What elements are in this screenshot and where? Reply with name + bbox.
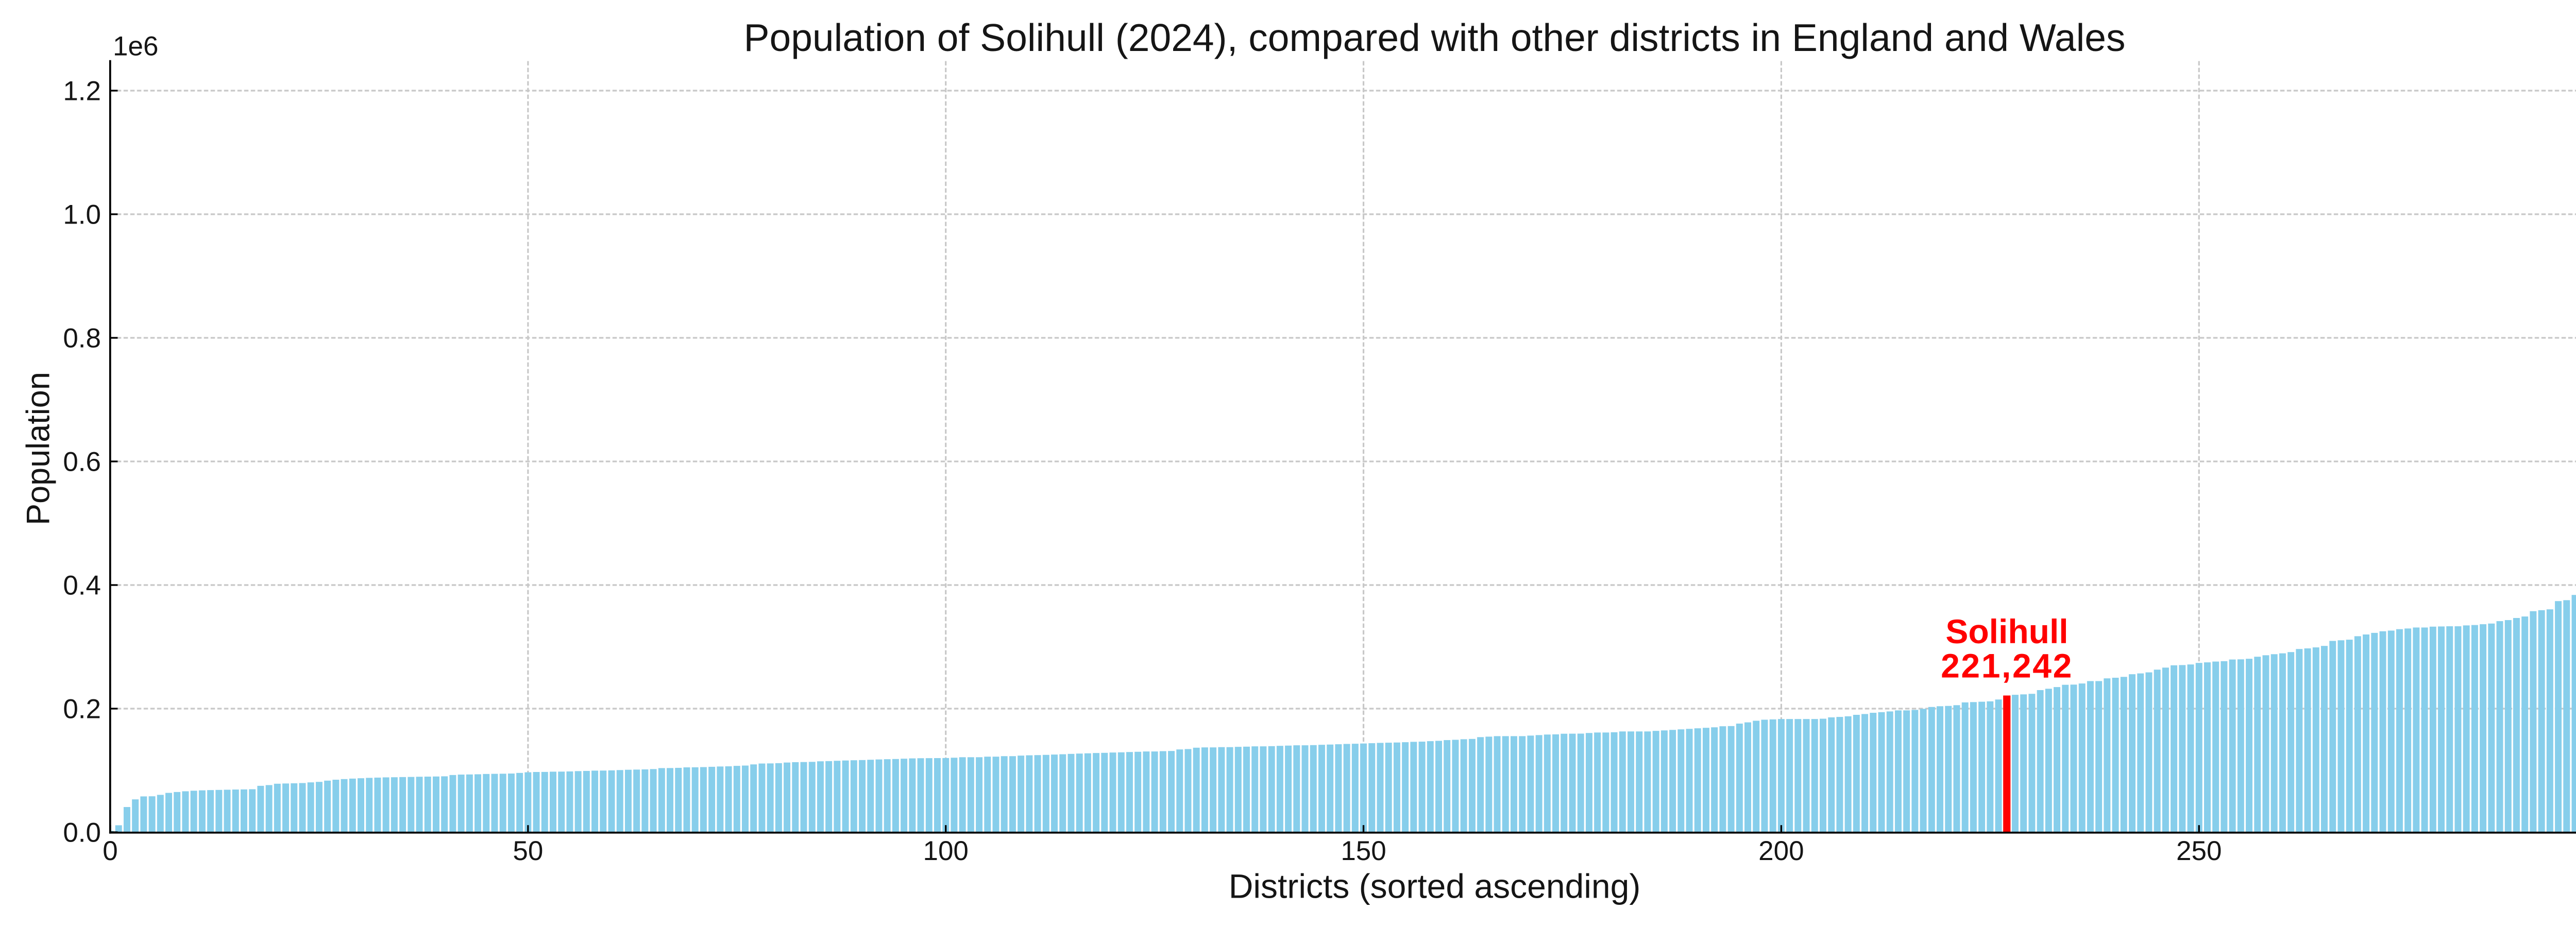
svg-text:100: 100 xyxy=(923,836,968,866)
svg-text:50: 50 xyxy=(513,836,543,866)
svg-text:0.4: 0.4 xyxy=(63,571,101,601)
svg-text:Population of Solihull (2024),: Population of Solihull (2024), compared … xyxy=(743,16,2125,59)
svg-text:200: 200 xyxy=(1758,836,1804,866)
svg-text:150: 150 xyxy=(1341,836,1386,866)
svg-text:221,242: 221,242 xyxy=(1941,647,2073,685)
svg-text:0.2: 0.2 xyxy=(63,694,101,725)
svg-text:0.0: 0.0 xyxy=(63,818,101,848)
svg-text:1.0: 1.0 xyxy=(63,200,101,230)
svg-text:0.6: 0.6 xyxy=(63,447,101,477)
svg-text:Districts (sorted ascending): Districts (sorted ascending) xyxy=(1229,867,1641,905)
svg-text:0.8: 0.8 xyxy=(63,323,101,354)
svg-text:1.2: 1.2 xyxy=(63,76,101,107)
svg-text:250: 250 xyxy=(2176,836,2222,866)
svg-text:Solihull: Solihull xyxy=(1945,612,2068,650)
svg-text:Population: Population xyxy=(21,372,57,525)
svg-text:1e6: 1e6 xyxy=(113,31,158,62)
svg-text:0: 0 xyxy=(103,836,117,866)
